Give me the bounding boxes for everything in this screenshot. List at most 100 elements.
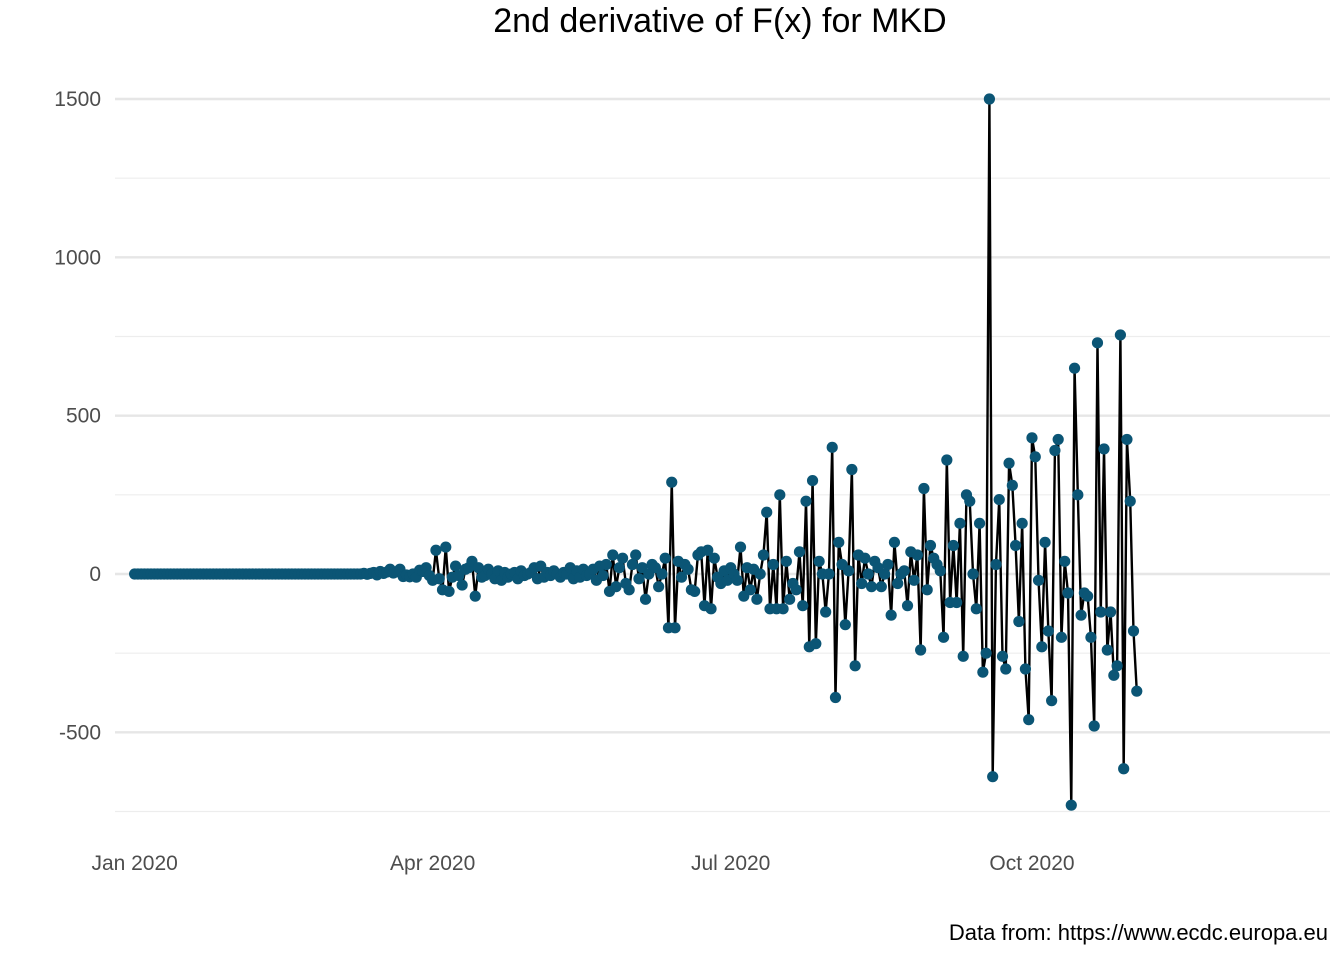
data-point [833,536,845,548]
data-point [797,600,809,612]
data-point [689,585,701,598]
data-point [1042,625,1054,637]
data-point [600,558,612,571]
data-point [777,603,789,615]
x-tick-label: Oct 2020 [989,852,1074,875]
data-point [875,581,887,593]
data-point [915,644,927,656]
data-point [443,585,455,598]
y-tick-label: 500 [66,405,101,428]
x-tick-label: Jul 2020 [691,852,770,875]
data-point [1114,329,1126,341]
data-point [1000,663,1012,675]
x-tick-label: Jan 2020 [91,852,177,875]
data-point [1131,685,1143,697]
data-point [898,565,910,577]
data-point [774,489,786,501]
series-points [129,93,1143,811]
data-point [924,539,937,552]
data-point [1104,606,1117,618]
data-point [754,568,766,580]
data-point [839,619,851,631]
y-tick-label: 0 [89,563,101,586]
data-point [1026,432,1038,444]
data-point [901,600,914,612]
data-point [1013,615,1025,628]
x-axis-tick-labels: Jan 2020 Apr 2020 Jul 2020 Oct 2020 [91,852,1074,875]
data-point [682,563,694,575]
data-point [859,552,871,564]
data-point [705,603,717,615]
data-point [967,568,979,580]
data-point [702,544,714,556]
data-point [617,552,629,564]
data-point [734,541,747,553]
y-tick-label: -500 [59,721,101,744]
data-point [597,569,609,582]
grid-lines [115,97,1330,813]
data-point [1036,641,1048,653]
data-point [731,574,743,586]
data-point [1082,590,1094,602]
data-point [951,596,963,609]
data-point [806,474,819,487]
data-point [1023,714,1035,726]
data-point [1121,433,1133,446]
data-point [469,590,481,602]
data-point [1101,644,1113,656]
data-point [1029,451,1041,463]
data-point [633,573,645,585]
data-point [865,581,878,593]
series-line [134,97,1138,807]
data-point [882,558,894,571]
data-point [996,650,1009,662]
data-point [780,555,792,567]
x-tick-label: Apr 2020 [390,852,475,875]
data-point [1068,362,1081,374]
data-point [849,660,861,672]
data-point [430,544,442,556]
data-point [934,565,946,577]
data-point [1052,433,1064,446]
data-point [675,571,688,583]
data-point [888,536,901,548]
data-point [813,555,825,567]
data-point [757,549,770,561]
data-point [659,552,671,564]
y-axis-tick-labels: 1500 1000 500 0 -500 [54,88,101,744]
data-point [846,463,858,476]
data-point [1006,479,1018,491]
y-tick-label: 1000 [54,246,101,269]
data-point [610,581,622,593]
data-point [1127,625,1140,637]
data-point [449,560,462,572]
data-point [957,650,969,662]
data-point [1016,517,1028,529]
data-point [744,584,756,596]
data-point [964,495,976,507]
data-point [1059,555,1071,567]
data-point [669,622,681,634]
data-point [708,552,720,564]
data-point [990,558,1002,571]
data-point [607,549,619,561]
data-point [456,579,468,591]
data-point [820,606,832,618]
data-point [908,574,920,586]
data-point [1003,457,1015,469]
data-point [918,482,930,495]
data-point [472,562,485,574]
data-point [666,476,678,488]
data-point [623,584,635,596]
data-point [921,584,933,596]
data-point [810,638,822,650]
data-point [1111,660,1123,672]
source-caption: Data from: https://www.ecdc.europa.eu [948,920,1328,945]
data-point [1019,663,1032,675]
data-point [983,93,996,105]
data-point [653,581,665,593]
data-point [911,549,923,561]
data-point [973,517,986,529]
data-point [937,631,950,643]
